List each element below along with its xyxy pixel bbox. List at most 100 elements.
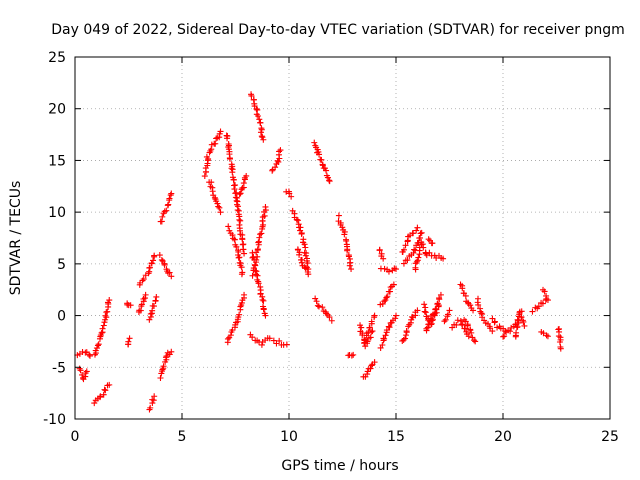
data-point [106, 297, 113, 304]
data-point [253, 271, 260, 278]
data-point [368, 362, 375, 369]
x-tick-label: 25 [601, 429, 619, 445]
data-point [151, 252, 158, 259]
data-point [214, 200, 221, 207]
data-point [146, 264, 153, 271]
data-point [348, 352, 355, 359]
data-point [318, 156, 325, 163]
data-point [390, 281, 397, 288]
data-point [459, 285, 466, 292]
data-point [514, 316, 521, 323]
data-point [385, 268, 392, 275]
data-point [127, 302, 134, 309]
data-point [507, 328, 514, 335]
data-point [294, 246, 301, 253]
data-point [313, 298, 320, 305]
data-point [328, 317, 335, 324]
data-point [168, 273, 175, 280]
data-point [335, 212, 342, 219]
data-point [326, 314, 333, 321]
data-point [273, 340, 280, 347]
data-point [467, 302, 474, 309]
data-point [248, 92, 255, 99]
data-point [294, 217, 301, 224]
data-point [240, 246, 247, 253]
x-tick-label: 20 [494, 429, 512, 445]
data-point [442, 316, 449, 323]
data-point [402, 332, 409, 339]
data-point [160, 363, 167, 370]
x-axis-label: GPS time / hours [281, 458, 398, 474]
data-point [255, 112, 262, 119]
data-point [319, 304, 326, 311]
data-point [543, 332, 550, 339]
data-point [478, 310, 485, 317]
data-point [150, 303, 157, 310]
data-point [296, 251, 303, 258]
data-point [213, 135, 220, 142]
plot-frame [74, 56, 611, 420]
data-point [237, 217, 244, 224]
data-point [470, 307, 477, 314]
data-point [229, 169, 236, 176]
data-point [240, 241, 247, 248]
y-tick-label: 15 [48, 153, 66, 169]
data-point [276, 148, 283, 155]
data-point [215, 203, 222, 210]
data-points [74, 91, 564, 413]
data-point [403, 327, 410, 334]
data-point [165, 201, 172, 208]
data-point [230, 176, 237, 183]
data-point [445, 311, 452, 318]
data-point [539, 300, 546, 307]
data-point [152, 298, 159, 305]
data-point [324, 174, 331, 181]
data-point [260, 136, 267, 143]
data-point [418, 229, 425, 236]
data-point [500, 333, 507, 340]
data-point [312, 295, 319, 302]
data-point [326, 177, 333, 184]
data-point [315, 303, 322, 310]
data-point [258, 230, 265, 237]
data-point [415, 254, 422, 261]
data-point [401, 246, 408, 253]
data-point [168, 190, 175, 197]
data-point [237, 190, 244, 197]
data-point [341, 231, 348, 238]
data-point [462, 292, 469, 299]
data-point [238, 271, 245, 278]
data-point [158, 256, 165, 263]
data-point [259, 296, 266, 303]
data-point [102, 312, 109, 319]
data-point [94, 342, 101, 349]
data-point [491, 318, 498, 325]
data-point [104, 308, 111, 315]
data-point [256, 116, 263, 123]
data-point [261, 212, 268, 219]
y-tick-label: 5 [57, 257, 66, 273]
data-point [346, 262, 353, 269]
data-point [253, 105, 260, 112]
data-point [475, 301, 482, 308]
data-point [283, 341, 290, 348]
data-point [100, 322, 107, 329]
data-point [93, 345, 100, 352]
data-point [163, 207, 170, 214]
data-point [217, 128, 224, 135]
data-point [446, 307, 453, 314]
data-point [414, 307, 421, 314]
data-point [358, 324, 365, 331]
data-point [383, 294, 390, 301]
data-point [371, 359, 378, 366]
data-point [411, 246, 418, 253]
data-point [364, 368, 371, 375]
data-point [257, 231, 264, 238]
data-point [224, 135, 231, 142]
data-point [382, 297, 389, 304]
y-tick-label: 10 [48, 205, 66, 221]
data-point [226, 227, 233, 234]
data-point [259, 134, 266, 141]
data-point [224, 335, 231, 342]
data-point [414, 257, 421, 264]
